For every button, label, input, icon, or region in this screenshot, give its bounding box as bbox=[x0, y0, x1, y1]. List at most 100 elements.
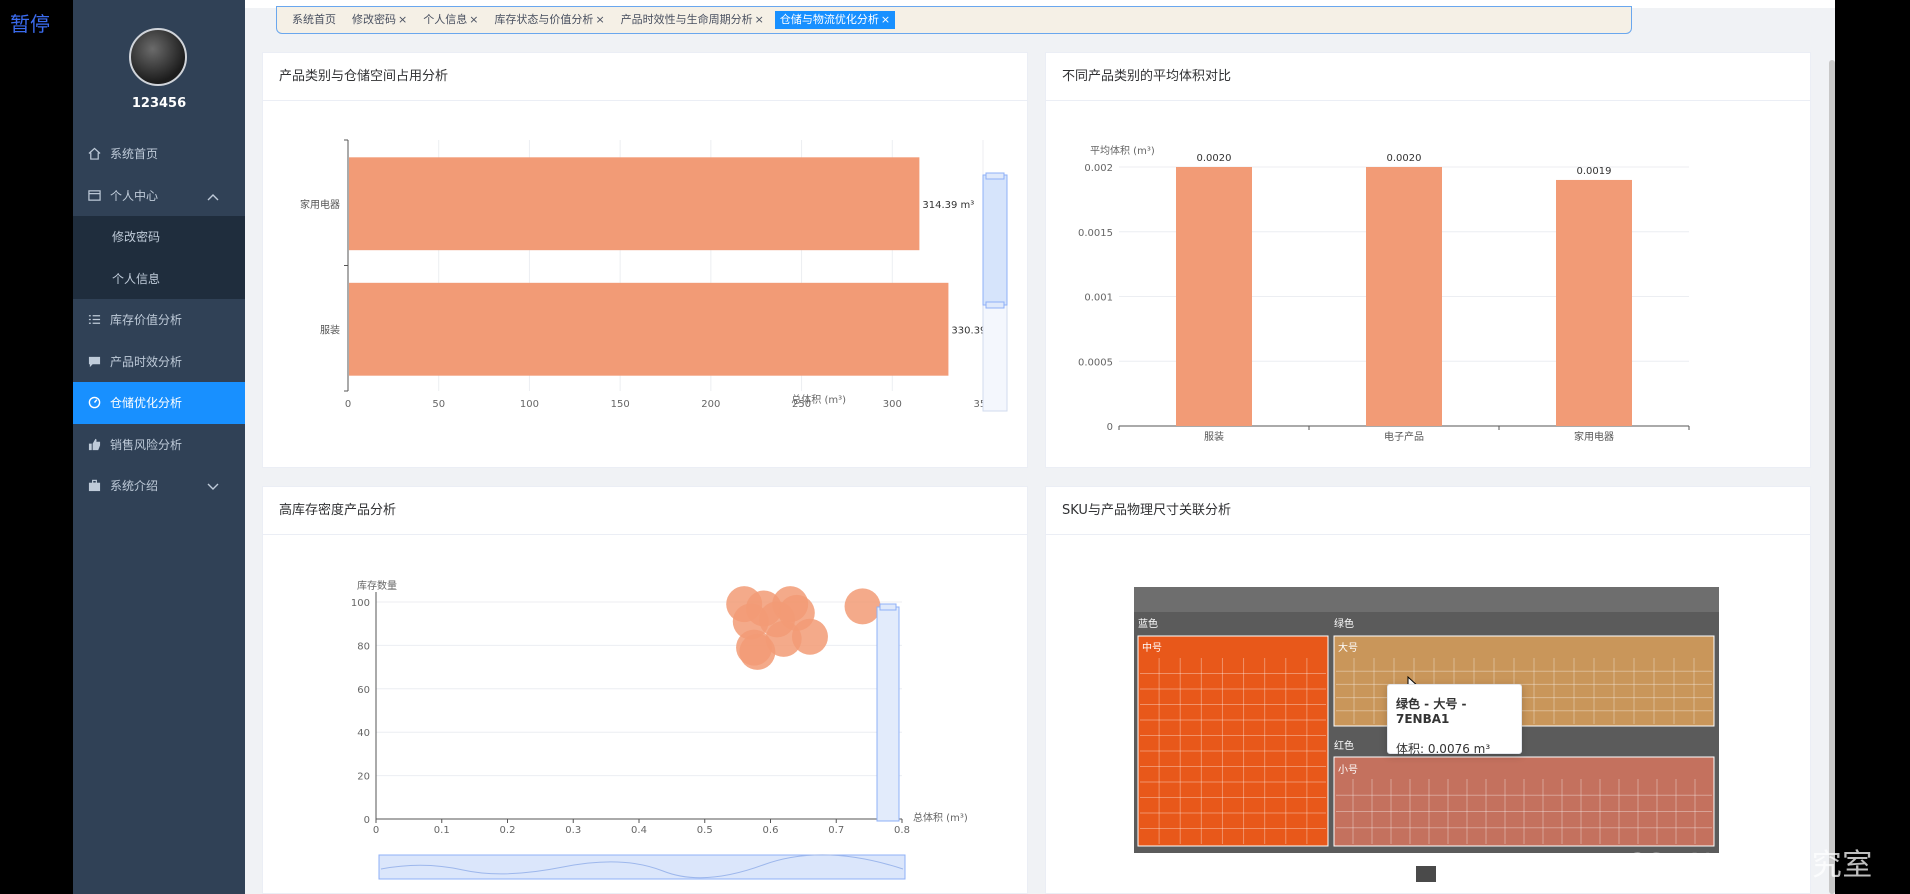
scatter-point bbox=[844, 588, 881, 625]
x-tick-label: 150 bbox=[611, 399, 630, 410]
sidebar-item-label: 系统介绍 bbox=[110, 479, 159, 494]
chart-average-volume: 0 0.0005 0.001 0.0015 0.002 平均体积 (m³) 0.0020 服装… bbox=[1078, 145, 1690, 443]
close-icon[interactable]: × bbox=[469, 13, 479, 26]
y-tick-label: 0.0005 bbox=[1078, 357, 1113, 368]
y-tick-label: 100 bbox=[351, 598, 370, 609]
tooltip-title: 绿色 - 大号 - 7ENBA1 bbox=[1396, 697, 1467, 726]
y-tick-label: 0.002 bbox=[1084, 163, 1113, 174]
sidebar-item-sales-risk[interactable]: 销售风险分析 bbox=[73, 424, 245, 466]
y-tick-label: 0 bbox=[364, 815, 370, 826]
x-tick-label: 250 bbox=[792, 399, 811, 410]
username: 123456 bbox=[131, 96, 187, 111]
datazoom-handle bbox=[985, 301, 1005, 309]
tag-lifecycle-analysis[interactable]: 产品时效性与生命周期分析 × bbox=[616, 11, 769, 29]
y-tick-label: 服装 bbox=[320, 323, 340, 336]
sidebar-item-personal-center[interactable]: 个人中心 bbox=[73, 175, 245, 217]
avatar[interactable] bbox=[129, 28, 187, 86]
card-average-volume: 不同产品类别的平均体积对比 0 0.0005 0.001 0.0015 0.002 平均体… bbox=[1045, 52, 1811, 468]
y-tick-label: 60 bbox=[357, 685, 370, 696]
close-icon[interactable]: × bbox=[754, 13, 764, 26]
tag-warehouse-analysis[interactable]: 仓储与物流优化分析 × bbox=[774, 11, 896, 29]
x-tick-label: 50 bbox=[432, 399, 445, 410]
sidebar-item-personal-info[interactable]: 个人信息 bbox=[73, 257, 245, 299]
x-tick-label: 0 bbox=[373, 825, 379, 836]
watermark: CSDN @IT研究室 bbox=[1625, 848, 1873, 883]
chevron-up-icon bbox=[207, 190, 219, 204]
sidebar-item-warehouse-optimization[interactable]: 仓储优化分析 bbox=[73, 382, 245, 424]
sidebar-item-home[interactable]: 系统首页 bbox=[73, 133, 245, 175]
card-icon bbox=[87, 188, 101, 202]
tag-personal-info[interactable]: 个人信息 × bbox=[418, 11, 483, 29]
sidebar-item-inventory-value[interactable]: 库存价值分析 bbox=[73, 299, 245, 341]
tag-inventory-analysis[interactable]: 库存状态与价值分析 × bbox=[489, 11, 609, 29]
data-label: 0.0019 bbox=[1577, 166, 1612, 177]
datazoom-window bbox=[982, 174, 1008, 306]
y-axis-name: 库存数量 bbox=[357, 579, 397, 592]
close-icon[interactable]: × bbox=[398, 13, 408, 26]
gauge-icon bbox=[87, 396, 101, 410]
sidebar-item-system-intro[interactable]: 系统介绍 bbox=[73, 465, 245, 507]
bar bbox=[349, 282, 949, 376]
treemap-block bbox=[1333, 756, 1715, 847]
x-tick-label: 200 bbox=[701, 399, 720, 410]
x-tick-label: 0.1 bbox=[434, 825, 450, 836]
x-tick-label: 0.4 bbox=[631, 825, 647, 836]
treemap-group-label: 蓝色 bbox=[1138, 617, 1158, 630]
treemap-breadcrumb-bar bbox=[1134, 587, 1719, 612]
treemap-tooltip: 绿色 - 大号 - 7ENBA1 体积: 0.0076 m³ bbox=[1387, 684, 1522, 756]
treemap-sub-label: 中号 bbox=[1142, 641, 1162, 654]
x-tick-label: 0 bbox=[345, 399, 351, 410]
scatter-point bbox=[791, 618, 828, 655]
chart-high-density: 0 20 40 60 80 100 0 0.1 0.2 0.3 0.4 0.5 0.6 0.7 0.8 库存数… bbox=[351, 579, 968, 880]
x-axis-name: 总体积 (m³) bbox=[913, 811, 968, 824]
home-icon bbox=[87, 147, 101, 161]
x-tick-label: 0.5 bbox=[697, 825, 713, 836]
tag-label: 个人信息 bbox=[423, 13, 468, 26]
y-tick-label: 0.0015 bbox=[1078, 228, 1113, 239]
tooltip-value: 体积: 0.0076 m³ bbox=[1396, 742, 1491, 756]
x-tick-label: 0.3 bbox=[565, 825, 581, 836]
sidebar-item-label: 库存价值分析 bbox=[110, 313, 183, 328]
close-icon[interactable]: × bbox=[880, 13, 891, 26]
sidebar-item-label: 销售风险分析 bbox=[110, 437, 183, 452]
y-tick-label: 0.001 bbox=[1084, 293, 1113, 304]
x-tick-label: 300 bbox=[883, 399, 902, 410]
page-scrollbar[interactable] bbox=[1829, 60, 1835, 894]
sidebar-item-label: 个人信息 bbox=[112, 271, 161, 286]
card-title: SKU与产品物理尺寸关联分析 bbox=[1046, 487, 1810, 535]
sidebar-item-label: 产品时效分析 bbox=[110, 354, 183, 369]
card-title: 不同产品类别的平均体积对比 bbox=[1046, 53, 1810, 101]
y-tick-label: 家用电器 bbox=[300, 198, 340, 211]
top-navbar bbox=[245, 0, 1835, 8]
tags-view: 系统首页 修改密码 × 个人信息 × 库存状态与价值分析 × 产品时效性与生命周期分析… bbox=[276, 6, 1632, 34]
datazoom-x bbox=[378, 854, 906, 880]
sidebar-menu: 系统首页 个人中心 修改密码 个人信息 库存价值分析 bbox=[73, 133, 245, 507]
datazoom-shadow bbox=[380, 854, 904, 879]
datazoom-handle bbox=[985, 172, 1005, 180]
app-window: 123456 系统首页 个人中心 修改密码 个人信息 bbox=[73, 0, 1835, 894]
x-tick-label: 家用电器 bbox=[1574, 430, 1614, 443]
message-icon bbox=[87, 354, 101, 368]
pause-label[interactable]: 暂停 bbox=[10, 12, 50, 36]
card-title: 产品类别与仓储空间占用分析 bbox=[263, 53, 1027, 101]
datazoom-y bbox=[876, 606, 900, 822]
sidebar-item-change-password[interactable]: 修改密码 bbox=[73, 216, 245, 258]
close-icon[interactable]: × bbox=[595, 13, 605, 26]
sidebar-item-product-timeliness[interactable]: 产品时效分析 bbox=[73, 341, 245, 383]
sidebar-item-label: 修改密码 bbox=[112, 230, 161, 245]
x-tick-label: 0.7 bbox=[828, 825, 844, 836]
tag-label: 修改密码 bbox=[352, 13, 396, 26]
x-tick-label: 电子产品 bbox=[1384, 430, 1424, 443]
treemap-group-label: 红色 bbox=[1334, 739, 1354, 752]
tag-change-password[interactable]: 修改密码 × bbox=[347, 11, 412, 29]
x-axis-name: 总体积 (m³) bbox=[791, 393, 846, 406]
sidebar-item-label: 仓储优化分析 bbox=[110, 396, 183, 411]
x-tick-label: 0.6 bbox=[763, 825, 779, 836]
sidebar-item-label: 个人中心 bbox=[110, 188, 159, 203]
scatter-point bbox=[739, 633, 776, 670]
sidebar-item-label: 系统首页 bbox=[110, 147, 159, 162]
briefcase-icon bbox=[87, 479, 101, 493]
tag-home[interactable]: 系统首页 bbox=[287, 11, 341, 29]
data-label: 0.0020 bbox=[1197, 153, 1232, 164]
y-tick-label: 80 bbox=[357, 641, 370, 652]
